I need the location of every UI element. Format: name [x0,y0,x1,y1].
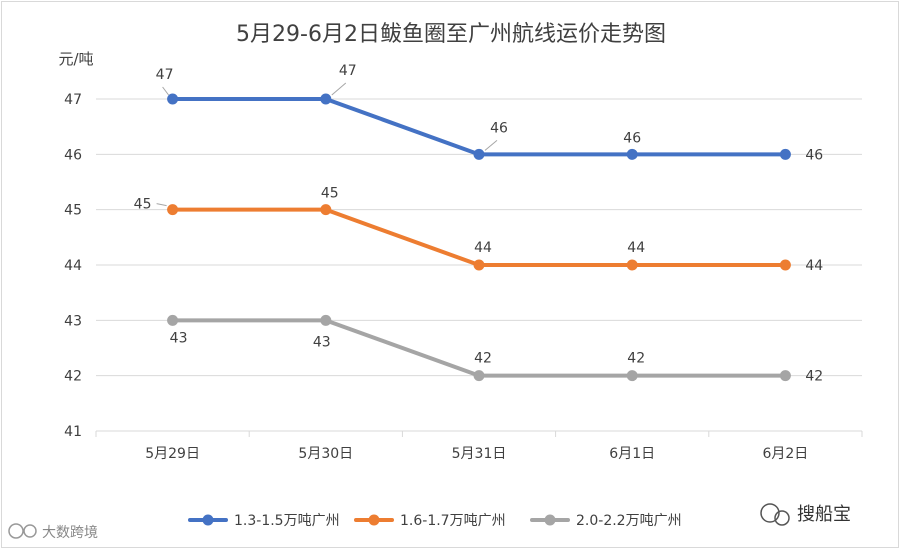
data-label: 42 [474,351,492,367]
data-label: 44 [805,258,823,274]
data-point [779,370,791,382]
data-label: 42 [805,369,823,385]
data-point [626,148,638,160]
data-label: 44 [474,240,492,256]
chart-title: 5月29-6月2日鲅鱼圈至广州航线运价走势图 [236,22,666,47]
x-tick-label: 5月29日 [145,446,200,462]
data-label: 44 [627,240,645,256]
y-tick-label: 46 [64,147,82,163]
data-label: 42 [627,351,645,367]
y-tick-label: 41 [64,424,82,440]
watermark-left-text: 大数跨境 [42,525,98,541]
data-label: 43 [170,330,188,346]
data-label: 46 [805,147,823,163]
watermark-logo-icon [760,503,790,526]
series-line [170,97,788,157]
legend-swatch-marker [368,514,380,526]
data-label-leader [156,203,167,207]
y-tick-label: 45 [64,203,82,219]
data-point [167,204,179,216]
data-label: 47 [156,67,174,83]
y-axis-unit-label: 元/吨 [58,50,93,68]
data-point [320,93,332,105]
data-point [167,93,179,105]
data-label: 46 [623,130,641,146]
y-tick-label: 42 [64,369,82,385]
data-label-leader [162,86,170,96]
data-point [779,259,791,271]
data-point [320,204,332,216]
data-label-leader [331,82,347,96]
y-tick-label: 43 [64,313,82,329]
x-tick-label: 6月2日 [762,446,808,462]
data-point [626,259,638,271]
data-label-leader [484,139,498,151]
data-point [473,259,485,271]
legend-swatch-marker [202,514,214,526]
watermark-left-icon [8,523,37,539]
data-label: 45 [321,186,339,202]
legend-label: 1.3-1.5万吨广州 [234,513,340,529]
x-tick-label: 6月1日 [609,446,655,462]
data-label: 45 [134,197,152,213]
x-tick-label: 5月31日 [452,446,507,462]
y-tick-label: 44 [64,258,82,274]
series-line [170,318,788,378]
data-label: 47 [339,63,357,79]
x-tick-label: 5月30日 [298,446,353,462]
data-point [167,314,179,326]
data-point [473,370,485,382]
y-tick-label: 47 [64,92,82,108]
data-point [320,314,332,326]
watermark-right-text: 搜船宝 [797,504,851,525]
data-point [473,148,485,160]
legend-label: 1.6-1.7万吨广州 [400,513,506,529]
data-point [626,370,638,382]
data-label: 43 [313,334,331,350]
series-line [170,207,788,267]
legend-label: 2.0-2.2万吨广州 [576,513,682,529]
data-point [779,148,791,160]
data-label: 46 [490,120,508,136]
legend-swatch-marker [544,514,556,526]
